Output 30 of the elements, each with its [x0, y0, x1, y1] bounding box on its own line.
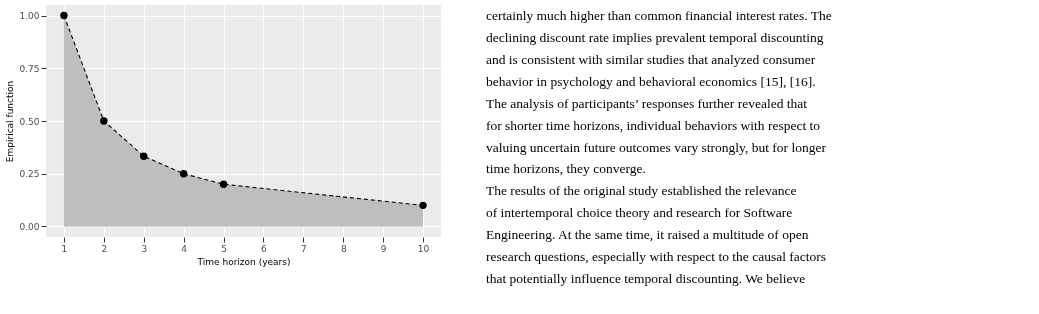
text: Engineering. At the same time, it raised a multitude of open: [486, 227, 809, 243]
y-tick-label: 1.00: [19, 11, 40, 22]
text: valuing uncertain future outcomes vary strongly, but for longer: [486, 139, 827, 155]
x-tick-label: 1: [61, 243, 68, 254]
y-tick-label: 0.00: [19, 221, 40, 232]
text: time horizons, they converge.: [486, 161, 646, 177]
x-axis-title: Time horizon (years): [196, 256, 291, 267]
text: for shorter time horizons, individual behaviors with respect to: [486, 117, 821, 133]
y-tick-label: 0.25: [19, 169, 40, 180]
y-tick-label: 0.75: [19, 63, 40, 74]
x-tick-label: 2: [101, 243, 108, 254]
x-tick-label: 4: [181, 243, 188, 254]
text: The results of the original study established the relevance: [486, 183, 797, 199]
y-axis-title: Empirical function: [5, 80, 16, 163]
text: certainly much higher than common financial interest rates. The: [486, 7, 832, 23]
text: declining discount rate implies prevalent temporal discounting: [486, 29, 824, 45]
text: The analysis of participants’ responses further revealed that: [486, 95, 808, 111]
x-tick-label: 10: [417, 243, 430, 254]
text: research questions, especially with respect to the causal factors: [486, 249, 826, 265]
x-tick-label: 3: [141, 243, 148, 254]
y-tick-label: 0.50: [19, 116, 40, 127]
x-tick-label: 6: [261, 243, 268, 254]
text: of intertemporal choice theory and research for Software: [486, 205, 793, 221]
x-tick-label: 7: [300, 243, 307, 254]
text: and is consistent with similar studies that analyzed consumer: [486, 51, 816, 67]
x-tick-label: 5: [221, 243, 227, 254]
x-tick-label: 9: [380, 243, 387, 254]
text: behavior in psychology and behavioral economics [15], [16].: [486, 73, 816, 89]
x-tick-label: 8: [340, 243, 347, 254]
text: that potentially influence temporal discounting. We believe: [486, 271, 806, 287]
